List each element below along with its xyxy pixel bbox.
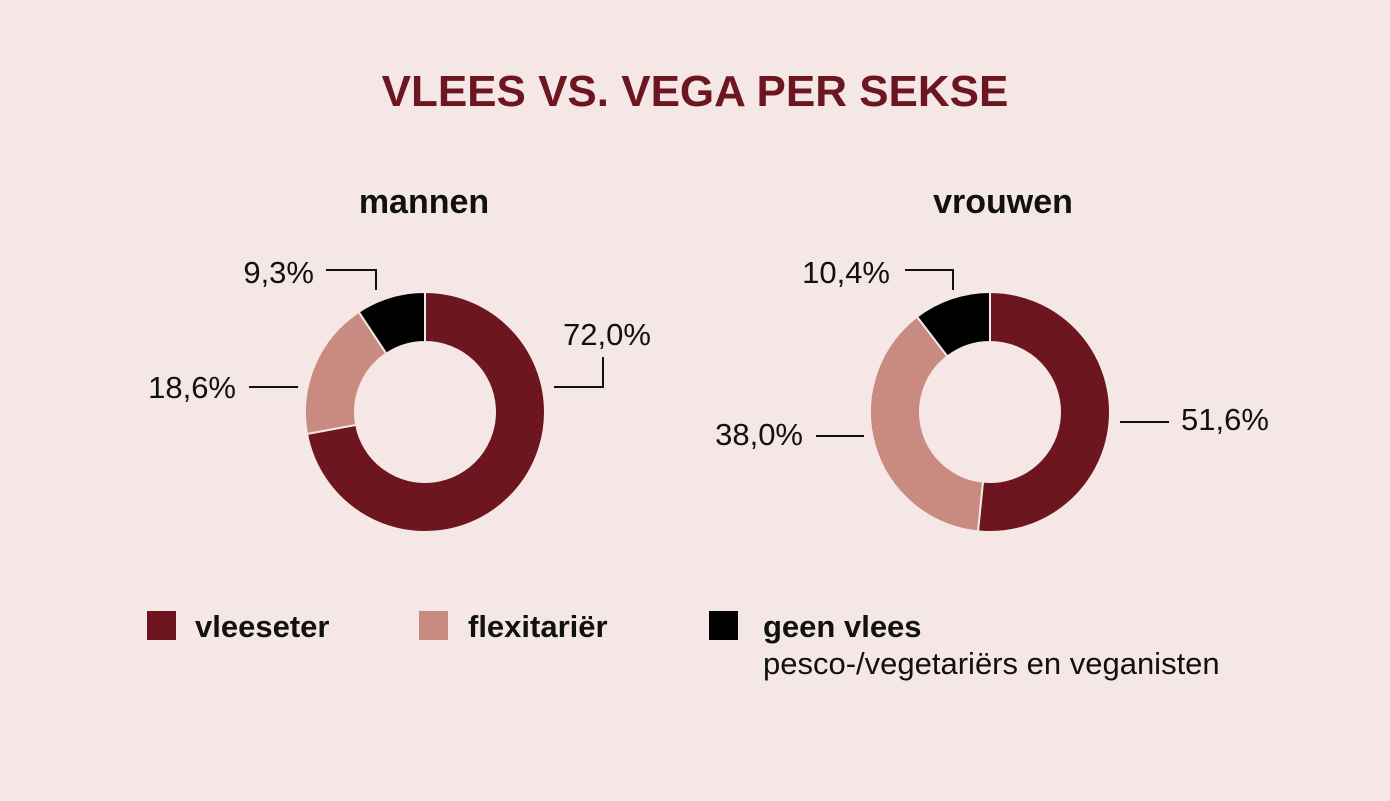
legend: vleeseter flexitariër geen vlees pesco-/… [147,609,1220,681]
legend-item-flexitarier: flexitariër [419,609,608,644]
value-label-vrouwen-geen-vlees: 10,4% [802,255,890,290]
donut-slice-vrouwen-vleeseter [976,290,1111,533]
legend-swatch-flexitarier [419,611,448,640]
chart-title-mannen: mannen [359,183,489,221]
donut-chart-vrouwen: vrouwen 51,6% 38,0% 10,4% [715,183,1269,533]
donut-slices-mannen [304,290,546,533]
value-label-mannen-vleeseter: 72,0% [563,317,651,352]
value-label-mannen-geen-vlees: 9,3% [243,255,314,290]
chart-title-vrouwen: vrouwen [933,183,1073,221]
page-title: VLEES VS. VEGA PER SEKSE [382,67,1009,116]
donut-slice-vrouwen-geen-vlees [915,290,991,358]
donut-slice-mannen-vleeseter [305,290,546,533]
value-label-vrouwen-vleeseter: 51,6% [1181,402,1269,437]
value-label-vrouwen-flexitarier: 38,0% [715,417,803,452]
leader-line-mannen-geen-vlees [326,269,377,290]
legend-sublabel-geen-vlees: pesco-/vegetariërs en veganisten [763,646,1220,681]
value-label-mannen-flexitarier: 18,6% [148,370,236,405]
leader-line-vrouwen-geen-vlees [905,269,954,290]
legend-label-geen-vlees: geen vlees [763,609,922,644]
donut-slices-vrouwen [869,290,1111,533]
legend-item-vleeseter: vleeseter [147,609,329,644]
legend-swatch-vleeseter [147,611,176,640]
leader-line-mannen-vleeseter [554,357,604,388]
legend-label-flexitarier: flexitariër [468,609,608,644]
legend-swatch-geen-vlees [709,611,738,640]
donut-slice-mannen-geen-vlees [357,290,426,356]
legend-item-geen-vlees: geen vlees pesco-/vegetariërs en veganis… [709,609,1220,681]
donut-slice-vrouwen-flexitarier [869,315,985,533]
donut-chart-mannen: mannen 72,0% 18,6% 9,3% [148,183,651,533]
legend-label-vleeseter: vleeseter [195,609,329,644]
